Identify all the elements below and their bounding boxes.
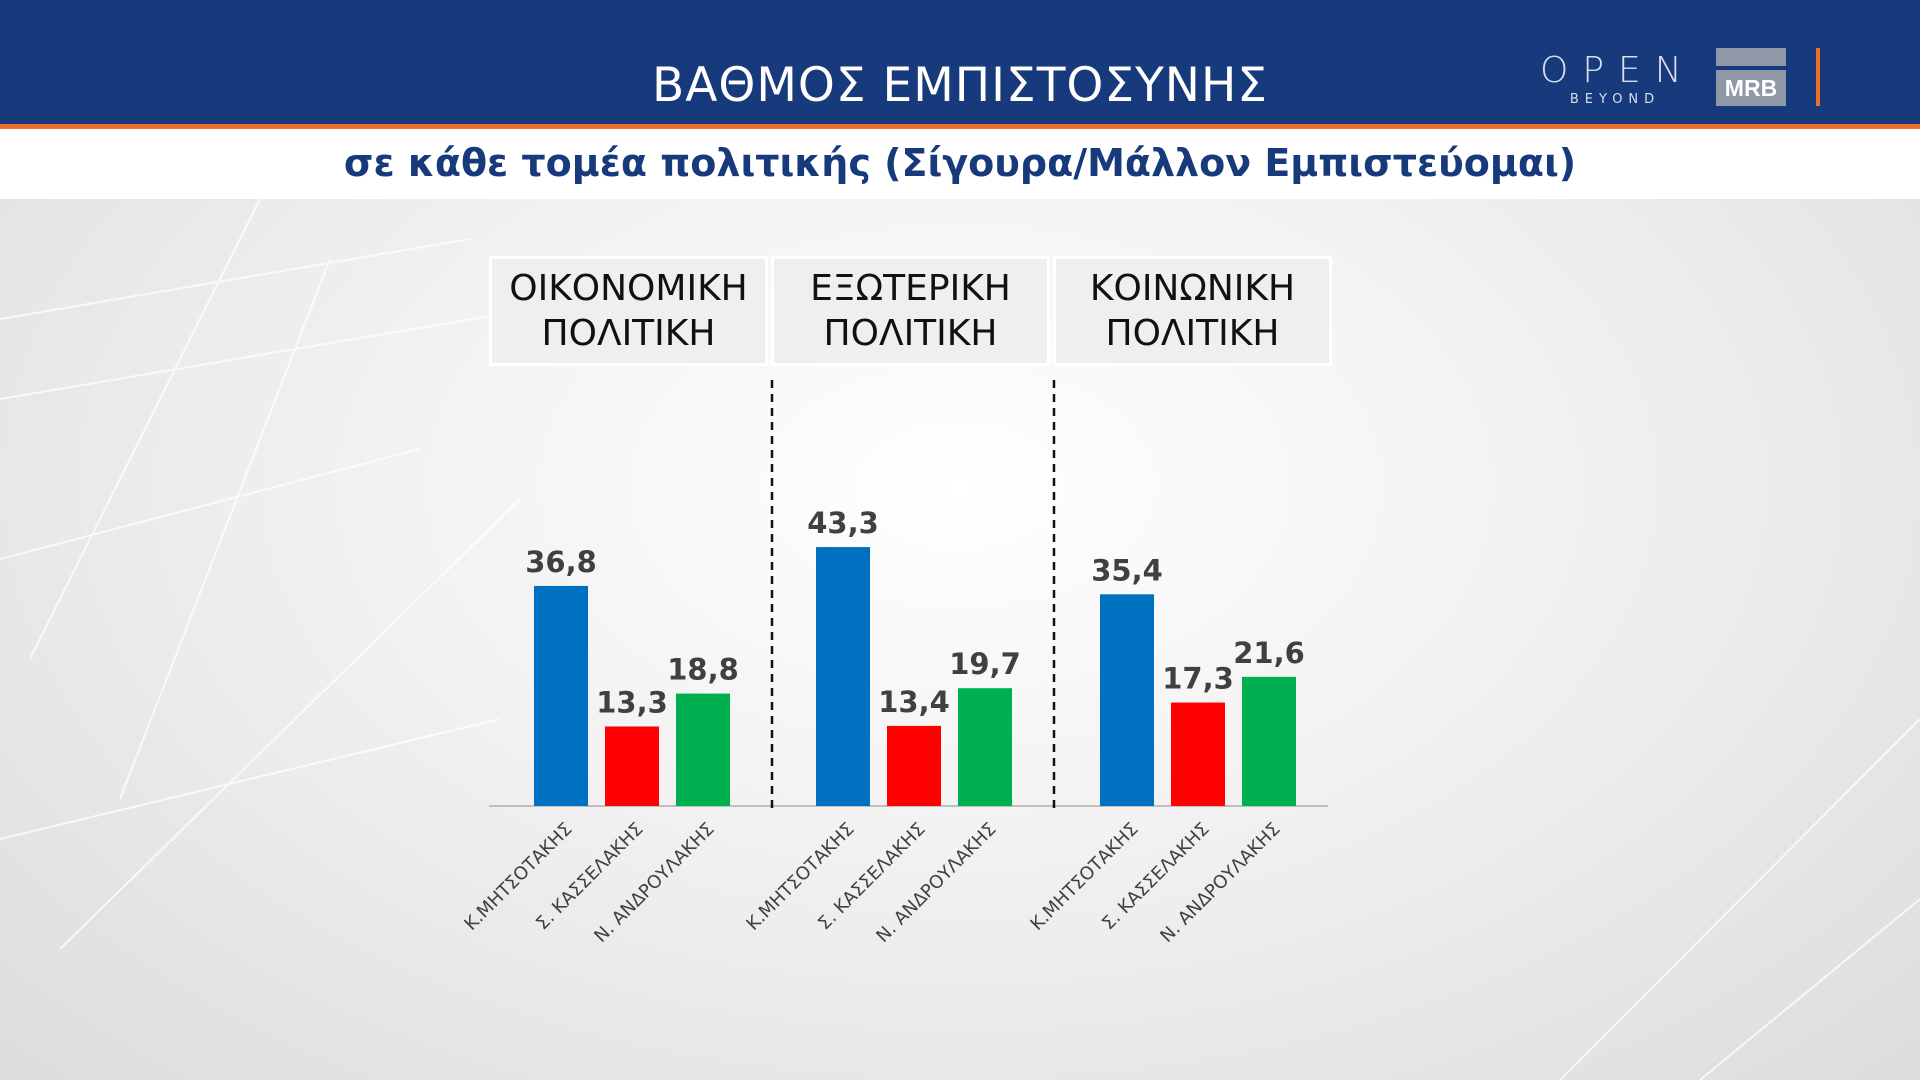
logo-beyond-text: BEYOND [1569,92,1661,107]
orange-accent-line [0,124,1920,129]
group-header-line1: ΚΟΙΝΩΝΙΚΗ [1089,268,1296,309]
bar [1171,702,1225,806]
group-header-line2: ΠΟΛΙΤΙΚΗ [1105,313,1280,354]
group-header-line2: ΠΟΛΙΤΙΚΗ [823,313,998,354]
bar [534,585,588,806]
mrb-logo-text: MRB [1716,70,1786,106]
group-header-line1: ΟΙΚΟΝΟΜΙΚΗ [509,268,748,309]
data-label: 36,8 [525,545,597,579]
bar [605,726,659,806]
data-label: 19,7 [949,647,1021,681]
data-label: 13,4 [878,685,950,719]
bar [676,693,730,806]
data-label: 35,4 [1091,553,1163,587]
header-bar [0,0,1920,124]
category-label: Ν. ΑΝΔΡΟΥΛΑΚΗΣ [590,819,718,947]
group-header-line2: ΠΟΛΙΤΙΚΗ [541,313,716,354]
category-label: Ν. ΑΝΔΡΟΥΛΑΚΗΣ [872,819,1000,947]
bar [958,688,1012,806]
logo-divider [1816,48,1820,106]
bar [1242,676,1296,806]
data-label: 13,3 [596,685,668,719]
data-label: 17,3 [1162,662,1234,696]
mrb-logo: MRB [1716,48,1786,106]
data-label: 18,8 [667,653,739,687]
subtitle-band [0,129,1920,199]
bar [816,547,870,806]
group-header-line1: ΕΞΩΤΕΡΙΚΗ [810,268,1011,309]
data-label: 21,6 [1233,636,1305,670]
group-header-foreign: ΕΞΩΤΕΡΙΚΗ ΠΟΛΙΤΙΚΗ [771,256,1050,366]
mrb-logo-stripe [1716,48,1786,66]
group-header-economic: ΟΙΚΟΝΟΜΙΚΗ ΠΟΛΙΤΙΚΗ [489,256,768,366]
open-beyond-logo: OPEN BEYOND [1540,50,1696,108]
bar [1100,594,1154,806]
group-header-social: ΚΟΙΝΩΝΙΚΗ ΠΟΛΙΤΙΚΗ [1053,256,1332,366]
category-label: Ν. ΑΝΔΡΟΥΛΑΚΗΣ [1156,819,1284,947]
page-subtitle: σε κάθε τομέα πολιτικής (Σίγουρα/Μάλλον … [343,141,1577,185]
data-label: 43,3 [807,506,879,540]
bar [887,725,941,806]
page-title: ΒΑΘΜΟΣ ΕΜΠΙΣΤΟΣΥΝΗΣ [651,58,1269,113]
logo-open-text: OPEN [1540,50,1696,91]
